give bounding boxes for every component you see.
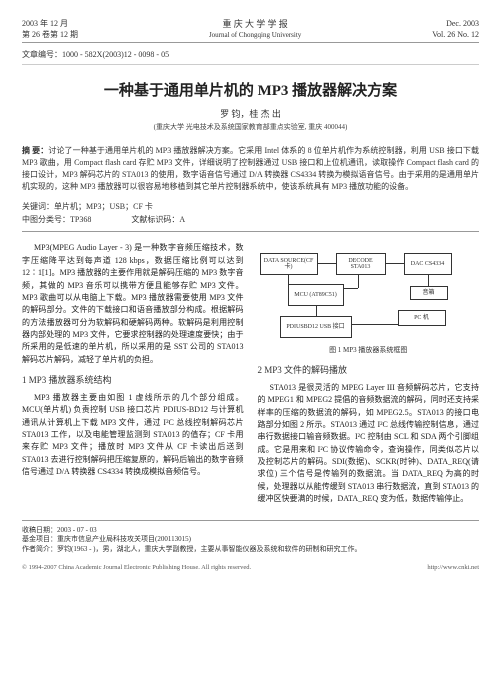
arrow-line <box>318 263 336 264</box>
footer-block: 收稿日期：2003 - 07 - 03 基金项目：重庆市信息产业局科技攻关项目(… <box>22 520 479 555</box>
box-mcu: MCU (AT89C51) <box>288 284 344 306</box>
abstract-label: 摘 要： <box>22 146 48 155</box>
journal-name-cn: 重 庆 大 学 学 报 <box>209 18 301 31</box>
footer-author-bio: 作者简介：罗钧(1963 - )，男，湖北人，重庆大学副教授，主要从事智能仪器及… <box>22 545 479 555</box>
copyright-url: http://www.cnki.net <box>427 563 479 572</box>
volume-issue-cn: 第 26 卷第 12 期 <box>22 29 78 40</box>
box-decode: DECODE STA013 <box>336 253 386 275</box>
header-center: 重 庆 大 学 学 报 Journal of Chongqing Univers… <box>209 18 301 40</box>
box-dac: DAC CS4334 <box>404 253 452 275</box>
box-usb: PDIUSBD12 USB 接口 <box>280 316 352 338</box>
box-pc: PC 机 <box>398 310 446 326</box>
keywords-block: 关键词：单片机；MP3；USB；CF 卡 <box>22 201 479 212</box>
arrow-line <box>358 275 359 288</box>
keywords-label: 关键词： <box>22 202 54 211</box>
section-2-title: 2 MP3 文件的解码播放 <box>258 364 480 377</box>
figure-1-caption: 图 1 MP3 播放器系统框图 <box>258 346 480 356</box>
footer-received-date: 收稿日期：2003 - 07 - 03 <box>22 526 479 536</box>
figure-1: DATA SOURCE(CF卡) DECODE STA013 DAC CS433… <box>258 248 480 356</box>
abstract-text: 讨论了一种基于通用单片机的 MP3 播放器解决方案。它采用 Intel 体系的 … <box>22 146 479 191</box>
authors: 罗 钧，桂 杰 出 <box>22 108 479 121</box>
box-data-source: DATA SOURCE(CF卡) <box>260 253 318 275</box>
right-column: DATA SOURCE(CF卡) DECODE STA013 DAC CS433… <box>258 242 480 509</box>
arrow-line <box>288 275 289 284</box>
abstract-block: 摘 要：讨论了一种基于通用单片机的 MP3 播放器解决方案。它采用 Intel … <box>22 145 479 193</box>
keywords-text: 单片机；MP3；USB；CF 卡 <box>54 202 153 211</box>
box-speaker: 音箱 <box>410 286 448 300</box>
volume-issue-en: Vol. 26 No. 12 <box>432 29 479 40</box>
arrow-line <box>316 306 317 316</box>
journal-header: 2003 年 12 月 第 26 卷第 12 期 重 庆 大 学 学 报 Jou… <box>22 18 479 43</box>
section-1-paragraph: MP3 播放器主要由如图 1 虚线所示的几个部分组成。MCU(单片机) 负责控制… <box>22 392 244 479</box>
arrow-line <box>352 324 398 325</box>
article-id: 文章编号：1000 - 582X(2003)12 - 0098 - 05 <box>22 49 479 64</box>
section-1-title: 1 MP3 播放器系统结构 <box>22 374 244 387</box>
arrow-line <box>386 263 404 264</box>
paper-title: 一种基于通用单片机的 MP3 播放器解决方案 <box>22 81 479 102</box>
section-2-paragraph: STA013 是很灵活的 MPEG Layer III 音频解码芯片，它支持的 … <box>258 382 480 506</box>
journal-name-en: Journal of Chongqing University <box>209 31 301 41</box>
left-column: MP3(MPEG Audio Layer - 3) 是一种数字音频压缩技术，数字… <box>22 242 244 509</box>
intro-paragraph: MP3(MPEG Audio Layer - 3) 是一种数字音频压缩技术，数字… <box>22 242 244 366</box>
header-left: 2003 年 12 月 第 26 卷第 12 期 <box>22 18 78 40</box>
header-right: Dec. 2003 Vol. 26 No. 12 <box>432 18 479 40</box>
document-code: 文献标识码：A <box>131 214 185 225</box>
arrow-line <box>344 288 358 289</box>
cn-classification: 中图分类号：TP368 <box>22 214 91 225</box>
classification-row: 中图分类号：TP368 文献标识码：A <box>22 214 479 232</box>
copyright-line: © 1994-2007 China Academic Journal Elect… <box>22 563 479 572</box>
date-cn: 2003 年 12 月 <box>22 18 78 29</box>
date-en: Dec. 2003 <box>432 18 479 29</box>
arrow-line <box>428 275 429 286</box>
affiliation: (重庆大学 光电技术及系统国家教育部重点实验室, 重庆 400044) <box>22 123 479 133</box>
footer-funding: 基金项目：重庆市信息产业局科技攻关项目(200113015) <box>22 535 479 545</box>
copyright-text: © 1994-2007 China Academic Journal Elect… <box>22 563 251 572</box>
figure-1-diagram: DATA SOURCE(CF卡) DECODE STA013 DAC CS433… <box>258 248 480 343</box>
body-columns: MP3(MPEG Audio Layer - 3) 是一种数字音频压缩技术，数字… <box>22 242 479 509</box>
